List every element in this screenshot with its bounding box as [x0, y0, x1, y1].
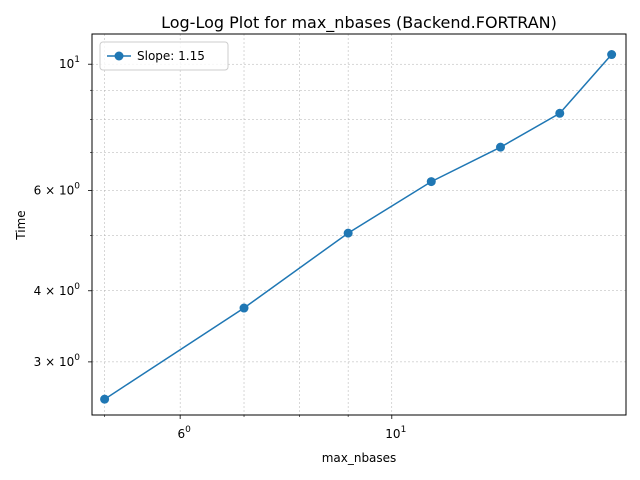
legend: Slope: 1.15: [99, 41, 229, 71]
y-tick-label: 3 × 100: [34, 353, 81, 369]
legend-label: Slope: 1.15: [137, 49, 205, 63]
data-point: [495, 142, 505, 152]
data-point: [607, 50, 617, 60]
y-tick-label: 4 × 100: [34, 282, 81, 298]
axis-ticks: 60 101 101 6 × 100 4 × 100 3 × 100: [34, 55, 407, 441]
x-tick-label: 60: [177, 425, 191, 441]
y-axis-label: Time: [14, 210, 28, 240]
data-point: [100, 394, 110, 404]
chart-title: Log-Log Plot for max_nbases (Backend.FOR…: [161, 13, 557, 33]
plot-frame: [91, 33, 627, 416]
y-tick-label: 6 × 100: [34, 182, 81, 198]
legend-marker: [114, 51, 124, 61]
x-axis-label: max_nbases: [322, 451, 397, 465]
x-tick-label: 101: [385, 425, 406, 441]
data-point: [343, 228, 353, 238]
y-tick-label: 101: [59, 55, 80, 71]
data-point: [555, 108, 565, 118]
legend-box: [99, 41, 229, 71]
data-point: [426, 177, 436, 187]
series: [100, 50, 617, 404]
data-point: [239, 303, 249, 313]
